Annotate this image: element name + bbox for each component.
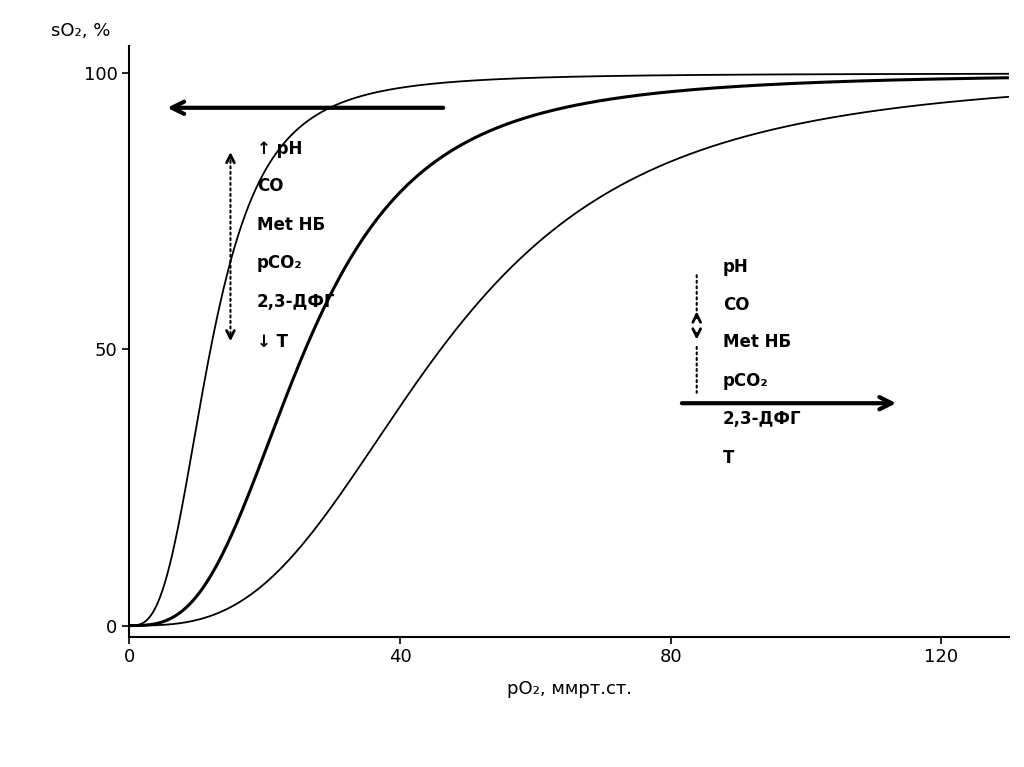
Text: CO: CO <box>723 295 750 314</box>
X-axis label: pO₂, ммрт.ст.: pO₂, ммрт.ст. <box>507 680 632 698</box>
Text: pCO₂: pCO₂ <box>257 254 302 272</box>
Text: CO: CO <box>257 177 284 196</box>
Text: Met НБ: Met НБ <box>257 216 325 234</box>
Text: pCO₂: pCO₂ <box>723 372 769 390</box>
Text: 2,3-ДФГ: 2,3-ДФГ <box>257 292 336 311</box>
Y-axis label: sO₂, %: sO₂, % <box>51 21 111 40</box>
Text: ↑ pH: ↑ pH <box>257 140 302 158</box>
Text: ↓ T: ↓ T <box>257 334 288 351</box>
Text: pH: pH <box>723 258 749 276</box>
Text: Met НБ: Met НБ <box>723 334 792 351</box>
Text: 2,3-ДФГ: 2,3-ДФГ <box>723 410 802 428</box>
Text: T: T <box>723 449 734 466</box>
